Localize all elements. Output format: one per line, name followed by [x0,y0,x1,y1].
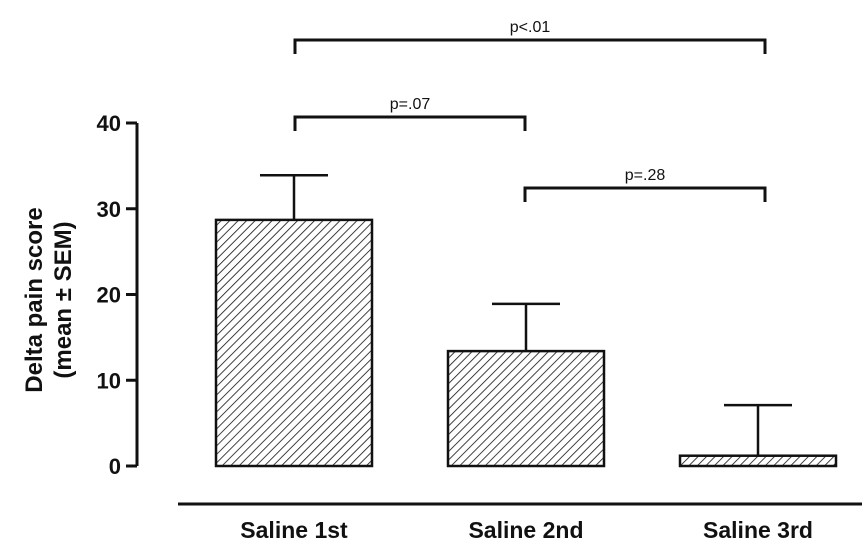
y-tick-label: 40 [97,111,121,136]
y-tick-label: 30 [97,197,121,222]
x-category-label: Saline 3rd [703,517,813,543]
x-category-label: Saline 2nd [468,517,583,543]
y-axis-label: Delta pain score (mean ± SEM) [21,207,77,392]
axes: 0 10 20 30 40 [97,111,862,506]
y-axis-label-line-1: Delta pain score [21,207,48,392]
y-tick-label: 10 [97,368,121,393]
bar [214,218,374,468]
x-category-label: Saline 1st [240,517,348,543]
bar [678,454,838,468]
significance-label: p=.07 [390,96,431,113]
y-tick-label: 20 [97,283,121,308]
significance-bracket [293,38,767,54]
significance-label: p<.01 [510,19,551,36]
significance-label: p=.28 [625,167,666,184]
y-tick-label: 0 [109,454,121,479]
significance-brackets: p<.01 p=.07 p=.28 [293,19,767,202]
significance-bracket [523,186,767,202]
y-axis-label-line-2: (mean ± SEM) [50,221,77,378]
significance-bracket [293,115,527,131]
bars: Saline 1st Saline 2nd Saline 3rd [214,174,838,543]
bar [446,349,606,468]
